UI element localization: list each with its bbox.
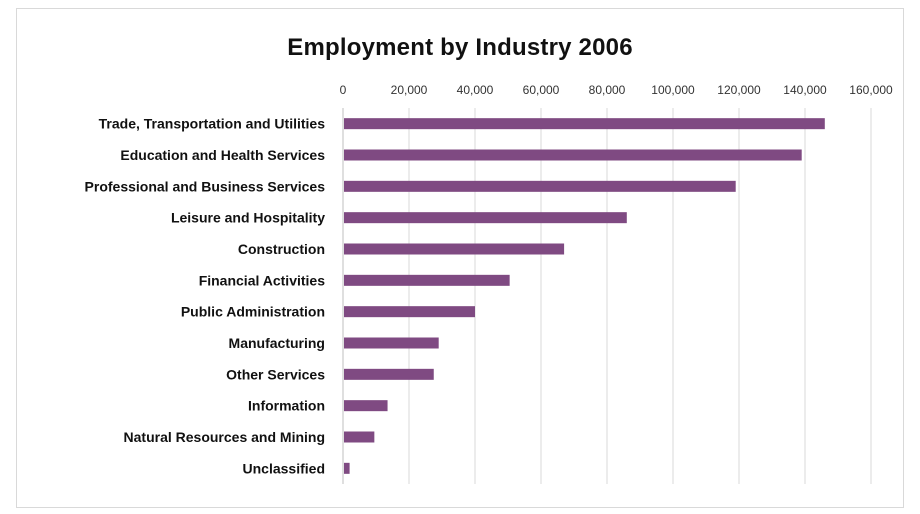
category-label: Public Administration xyxy=(181,304,325,320)
category-label: Information xyxy=(248,398,325,414)
x-tick-label: 80,000 xyxy=(589,83,626,97)
bar xyxy=(344,274,510,286)
category-label: Natural Resources and Mining xyxy=(124,429,325,445)
category-label: Manufacturing xyxy=(229,335,325,351)
chart-title: Employment by Industry 2006 xyxy=(287,34,633,61)
bar xyxy=(344,368,434,380)
x-tick-label: 40,000 xyxy=(457,83,494,97)
x-tick-label: 0 xyxy=(340,83,347,97)
bar xyxy=(344,243,565,255)
bar xyxy=(344,180,736,192)
category-label: Education and Health Services xyxy=(120,147,325,163)
bar xyxy=(344,431,375,443)
category-label: Financial Activities xyxy=(199,272,326,288)
x-tick-label: 100,000 xyxy=(651,83,695,97)
chart-frame xyxy=(16,8,904,508)
x-tick-label: 60,000 xyxy=(523,83,560,97)
bar xyxy=(344,118,825,130)
bar xyxy=(344,337,439,349)
x-tick-label: 20,000 xyxy=(391,83,428,97)
category-label: Trade, Transportation and Utilities xyxy=(99,116,326,132)
x-tick-label: 160,000 xyxy=(849,83,893,97)
bar xyxy=(344,462,350,474)
bar xyxy=(344,149,802,161)
x-tick-label: 120,000 xyxy=(717,83,761,97)
bar xyxy=(344,400,388,412)
category-label: Other Services xyxy=(226,366,325,382)
category-label: Professional and Business Services xyxy=(85,178,326,194)
category-label: Construction xyxy=(238,241,325,257)
category-label: Unclassified xyxy=(243,460,325,476)
category-label: Leisure and Hospitality xyxy=(171,210,325,226)
bar xyxy=(344,306,475,318)
x-tick-label: 140,000 xyxy=(783,83,827,97)
bar xyxy=(344,212,627,224)
